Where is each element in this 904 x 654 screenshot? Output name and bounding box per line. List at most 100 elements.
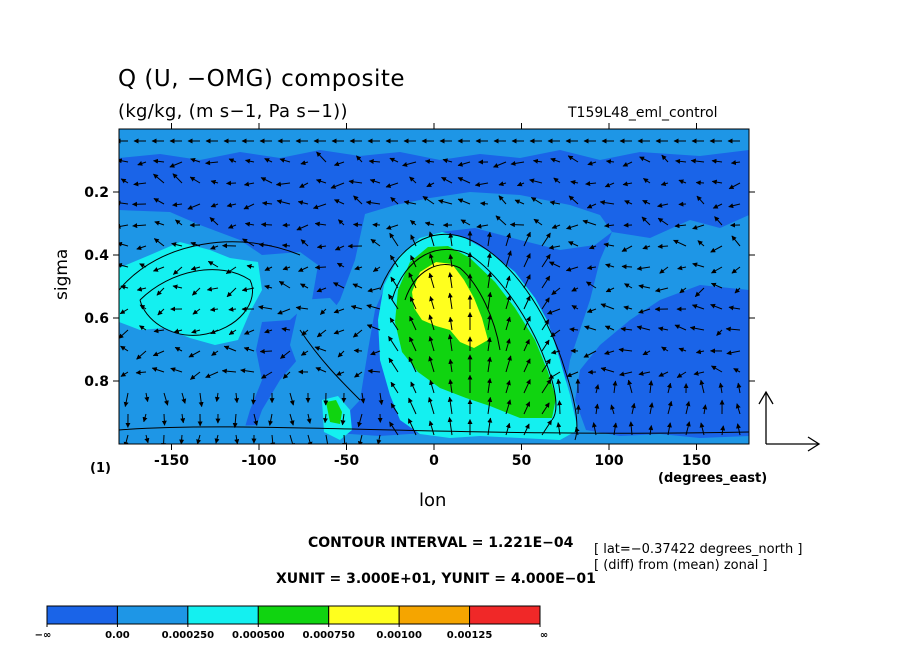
vector-arrow — [510, 160, 525, 166]
vector-arrow — [642, 244, 651, 250]
vector-arrow — [548, 244, 561, 250]
vector-arrow — [192, 308, 201, 315]
vector-arrow — [585, 181, 597, 187]
vector-arrow — [223, 345, 237, 352]
vector-arrow — [710, 282, 723, 289]
vector-arrow — [153, 238, 165, 247]
vector-arrow — [667, 422, 672, 436]
vector-arrow — [678, 179, 687, 185]
vector-arrow — [438, 199, 453, 205]
vector-arrow — [604, 223, 615, 229]
vector-arrow — [487, 396, 493, 415]
vector-arrow — [448, 254, 454, 268]
vector-arrow — [120, 178, 129, 184]
vector-arrow — [142, 413, 148, 423]
vector-arrow — [657, 326, 669, 332]
vector-arrow — [409, 176, 417, 184]
vector-arrow — [206, 286, 219, 292]
vector-arrow — [657, 217, 669, 226]
vector-arrow — [566, 224, 579, 230]
vector-arrow — [210, 202, 219, 208]
vector-arrow — [457, 198, 471, 205]
vector-arrow — [354, 265, 363, 271]
vector-arrow — [278, 280, 291, 289]
vector-arrow — [557, 400, 563, 415]
vector-arrow — [448, 232, 454, 247]
vector-arrow — [428, 420, 435, 436]
vector-arrow — [181, 392, 187, 404]
vector-arrow — [388, 335, 399, 352]
vector-arrow — [716, 329, 723, 336]
vector-arrow — [427, 396, 435, 415]
vector-arrow — [679, 287, 687, 294]
vector-arrow — [532, 158, 543, 164]
vector-arrow — [153, 173, 165, 184]
vector-arrow — [636, 265, 651, 271]
y-tick-label: 0.4 — [84, 248, 109, 264]
vector-arrow — [480, 201, 489, 207]
vector-arrow — [389, 421, 399, 436]
vector-field — [119, 138, 742, 444]
vector-arrow — [448, 358, 454, 373]
vector-arrow — [389, 254, 399, 268]
vector-arrow — [426, 182, 435, 188]
vector-arrow — [123, 434, 129, 444]
vector-arrow — [605, 263, 615, 269]
vector-arrow — [643, 178, 651, 184]
vector-arrow — [306, 413, 312, 424]
vector-arrow — [627, 379, 633, 394]
vector-arrow — [691, 304, 705, 310]
vector-arrow — [314, 346, 327, 352]
vector-arrow — [568, 195, 579, 205]
vector-arrow — [487, 291, 493, 310]
vector-arrow — [188, 350, 201, 358]
vector-arrow — [307, 434, 313, 444]
vector-arrow — [136, 286, 147, 292]
vector-arrow — [486, 252, 492, 268]
vector-arrow — [612, 380, 618, 394]
vector-arrow — [487, 314, 493, 331]
vector-arrow — [338, 219, 345, 226]
vector-arrow — [678, 347, 687, 353]
vector-arrow — [332, 282, 345, 289]
vector-arrow — [144, 392, 150, 403]
vector-arrow — [315, 367, 327, 373]
colorbar-swatch — [116, 605, 189, 625]
vector-arrow — [316, 151, 327, 163]
vector-arrow — [553, 177, 561, 184]
vector-arrow — [476, 223, 489, 229]
vector-arrow — [541, 358, 551, 373]
vector-arrow — [674, 223, 687, 229]
vector-arrow — [289, 392, 295, 406]
vector-arrow — [699, 379, 705, 394]
vector-arrow — [550, 349, 561, 355]
contour-line-2 — [391, 248, 557, 421]
region-lightblue-east — [560, 215, 749, 444]
vector-arrow — [258, 242, 273, 248]
vector-arrow — [523, 253, 531, 268]
vector-arrow — [667, 400, 673, 415]
vector-arrow — [457, 177, 471, 184]
vector-arrow — [408, 272, 417, 289]
vector-arrow — [574, 426, 580, 436]
vector-arrow — [389, 232, 399, 247]
vector-arrow — [154, 220, 165, 226]
colorbar: −∞ 0.00 0.000250 0.000500 0.000750 0.00100 0.0… — [35, 605, 548, 641]
vector-arrow — [505, 250, 512, 268]
vector-arrow — [565, 266, 579, 272]
vector-arrow — [226, 202, 237, 208]
vector-arrow — [695, 349, 705, 355]
vector-arrow — [575, 404, 581, 415]
vector-arrow — [428, 356, 435, 373]
vector-arrow — [174, 346, 183, 352]
colorbar-swatch — [257, 605, 330, 625]
vector-arrow — [493, 161, 507, 168]
vector-arrow — [694, 287, 705, 297]
vector-arrow — [279, 157, 291, 163]
y-tick-label: 0.2 — [84, 185, 109, 201]
vector-arrow — [692, 262, 705, 268]
vector-arrow — [448, 379, 454, 394]
vector-arrow — [190, 157, 201, 163]
vector-arrow — [551, 287, 561, 296]
vector-arrow — [642, 200, 651, 205]
